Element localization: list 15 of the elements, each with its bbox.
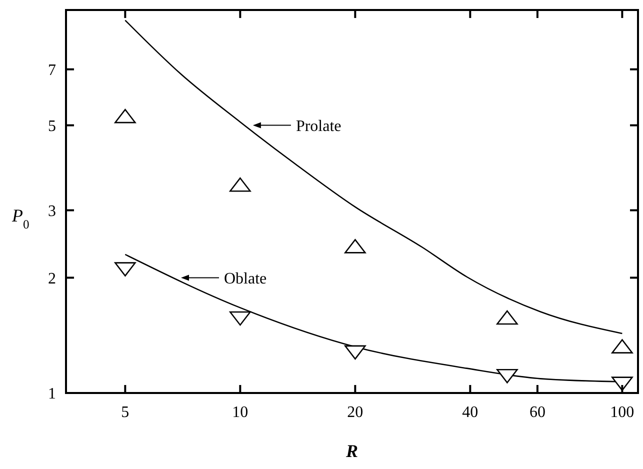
x-tick-label: 20 — [347, 404, 364, 421]
x-tick-label: 5 — [121, 404, 130, 421]
x-tick-label: 100 — [610, 404, 634, 421]
y-tick-label: 2 — [48, 270, 56, 288]
x-tick-label: 40 — [462, 404, 478, 421]
x-tick-label: 10 — [232, 404, 248, 421]
x-axis-title: R — [344, 441, 358, 461]
y-tick-label: 1 — [48, 386, 56, 403]
y-tick-label: 7 — [48, 62, 56, 79]
y-tick-label: 5 — [48, 118, 56, 135]
x-tick-label: 60 — [529, 404, 546, 421]
annotation: Oblate — [224, 270, 267, 288]
y-tick-label: 3 — [48, 202, 56, 220]
y-axis-title: P$_{0}$ — [11, 206, 30, 232]
annotation: Prolate — [296, 118, 342, 135]
